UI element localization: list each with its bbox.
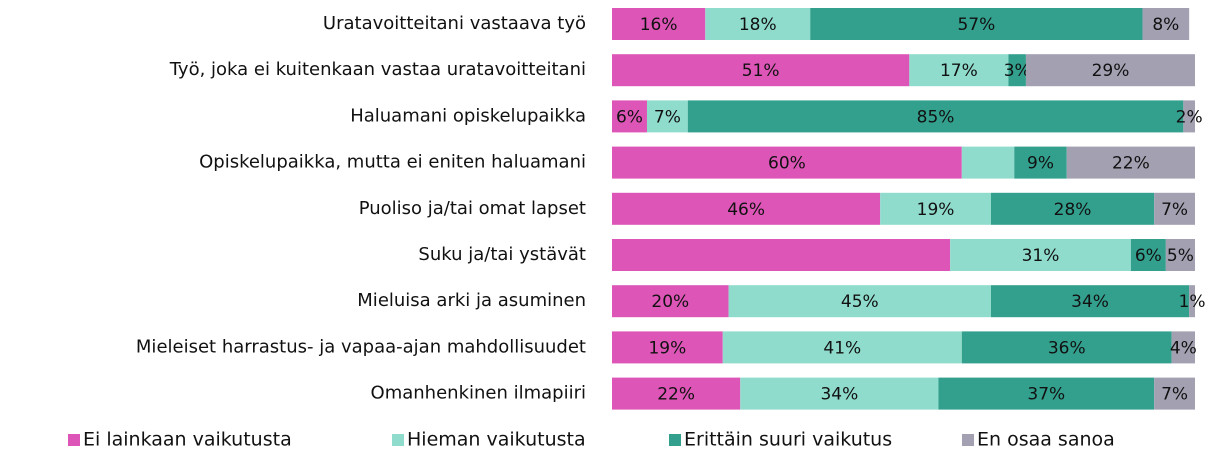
category-label: Opiskelupaikka, mutta ei eniten haluaman… bbox=[199, 152, 586, 173]
value-label: 22% bbox=[657, 385, 695, 405]
value-label: 22% bbox=[1112, 154, 1150, 174]
legend-swatch bbox=[68, 434, 80, 446]
value-label: 6% bbox=[1135, 246, 1162, 266]
bar-segment bbox=[961, 331, 1172, 364]
value-label: 34% bbox=[820, 385, 858, 405]
bar-segment bbox=[728, 285, 991, 318]
bar-segment bbox=[612, 100, 647, 133]
value-label: 7% bbox=[1161, 385, 1188, 405]
category-label: Haluamani opiskelupaikka bbox=[350, 105, 586, 126]
category-label: Suku ja/tai ystävät bbox=[418, 244, 586, 265]
category-label: Uratavoitteitani vastaava työ bbox=[323, 13, 586, 34]
value-label: 85% bbox=[917, 107, 955, 127]
value-label: 9% bbox=[1027, 154, 1054, 174]
value-label: 19% bbox=[648, 338, 686, 358]
bar-segment bbox=[612, 54, 910, 87]
bar-segment bbox=[1066, 146, 1195, 179]
bar-segment bbox=[810, 8, 1143, 40]
category-label: Mieleiset harrastus- ja vapaa-ajan mahdo… bbox=[136, 336, 586, 357]
bar-segment bbox=[990, 285, 1190, 318]
value-label: 45% bbox=[841, 292, 879, 312]
value-label: 17% bbox=[940, 61, 978, 81]
bar-segment bbox=[1183, 100, 1195, 133]
value-label: 46% bbox=[727, 200, 765, 220]
bar-segment bbox=[1142, 8, 1190, 40]
value-label: 28% bbox=[1054, 200, 1092, 220]
bar-segment bbox=[612, 146, 962, 179]
value-label: 2% bbox=[1176, 107, 1203, 127]
bar-segment bbox=[938, 377, 1155, 410]
bar-segment bbox=[1014, 146, 1067, 179]
legend-label: Ei lainkaan vaikutusta bbox=[83, 429, 292, 450]
value-label: 6% bbox=[616, 107, 643, 127]
value-label: 20% bbox=[651, 292, 689, 312]
category-label: Puoliso ja/tai omat lapset bbox=[359, 198, 586, 219]
value-label: 34% bbox=[1071, 292, 1109, 312]
value-label: 5% bbox=[1167, 246, 1194, 266]
bar-segment bbox=[646, 100, 688, 133]
category-label: Työ, joka ei kuitenkaan vastaa uratavoit… bbox=[169, 59, 586, 80]
value-label: 37% bbox=[1027, 385, 1065, 405]
value-label: 18% bbox=[739, 15, 777, 35]
bar-segment bbox=[950, 239, 1131, 271]
value-label: 57% bbox=[957, 15, 995, 35]
bar-segment bbox=[880, 192, 991, 225]
legend-label: Hieman vaikutusta bbox=[407, 429, 586, 450]
bar-segment bbox=[1008, 54, 1026, 87]
bar-segment bbox=[1154, 192, 1195, 225]
value-label: 4% bbox=[1170, 338, 1197, 358]
bar-segment bbox=[612, 8, 706, 40]
bar-segment bbox=[705, 8, 811, 40]
value-label: 7% bbox=[1161, 200, 1188, 220]
bar-segment bbox=[909, 54, 1009, 87]
value-label: 8% bbox=[1152, 15, 1179, 35]
value-label: 16% bbox=[640, 15, 678, 35]
value-label: 36% bbox=[1048, 338, 1086, 358]
bar-segment bbox=[612, 192, 881, 225]
bar-segment bbox=[1165, 239, 1195, 271]
bar-segment bbox=[1025, 54, 1195, 87]
bar-segment bbox=[1154, 377, 1195, 410]
bar-segment bbox=[612, 377, 741, 410]
bar-segment bbox=[722, 331, 962, 364]
legend-swatch bbox=[392, 434, 404, 446]
category-label: Mieluisa arki ja asuminen bbox=[357, 290, 586, 311]
value-label: 29% bbox=[1092, 61, 1130, 81]
category-label: Omanhenkinen ilmapiiri bbox=[371, 383, 586, 404]
value-label: 1% bbox=[1179, 292, 1206, 312]
value-label: 7% bbox=[654, 107, 681, 127]
bar-segment bbox=[740, 377, 939, 410]
value-label: 31% bbox=[1022, 246, 1060, 266]
bar-segment bbox=[687, 100, 1184, 133]
bar-segment bbox=[1189, 285, 1195, 318]
bar-segment bbox=[612, 331, 723, 364]
bar-segment bbox=[961, 146, 1015, 179]
value-label: 51% bbox=[742, 61, 780, 81]
value-label: 41% bbox=[823, 338, 861, 358]
bar-segment bbox=[990, 192, 1155, 225]
legend-label: Erittäin suuri vaikutus bbox=[684, 429, 892, 450]
legend-swatch bbox=[669, 434, 681, 446]
value-label: 19% bbox=[917, 200, 955, 220]
bar-segment bbox=[612, 239, 951, 271]
bar-segment bbox=[612, 285, 729, 318]
legend-label: En osaa sanoa bbox=[977, 429, 1115, 450]
bar-segment bbox=[1130, 239, 1166, 271]
value-label: 3% bbox=[1004, 61, 1031, 81]
value-label: 60% bbox=[768, 154, 806, 174]
legend-swatch bbox=[962, 434, 974, 446]
bar-segment bbox=[1171, 331, 1195, 364]
